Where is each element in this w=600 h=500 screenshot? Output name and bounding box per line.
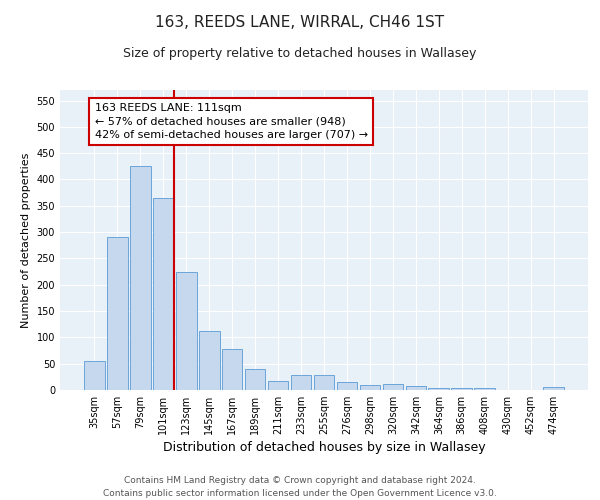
Bar <box>107 238 128 390</box>
Bar <box>451 388 472 390</box>
X-axis label: Distribution of detached houses by size in Wallasey: Distribution of detached houses by size … <box>163 442 485 454</box>
Bar <box>544 388 564 390</box>
Bar <box>130 166 151 390</box>
Bar <box>176 272 197 390</box>
Bar <box>153 198 173 390</box>
Bar <box>268 380 289 390</box>
Bar <box>383 384 403 390</box>
Bar <box>428 388 449 390</box>
Bar <box>406 386 426 390</box>
Bar <box>359 384 380 390</box>
Text: 163, REEDS LANE, WIRRAL, CH46 1ST: 163, REEDS LANE, WIRRAL, CH46 1ST <box>155 15 445 30</box>
Bar <box>84 361 104 390</box>
Text: Contains HM Land Registry data © Crown copyright and database right 2024.
Contai: Contains HM Land Registry data © Crown c… <box>103 476 497 498</box>
Bar <box>222 350 242 390</box>
Y-axis label: Number of detached properties: Number of detached properties <box>21 152 31 328</box>
Bar <box>314 374 334 390</box>
Text: 163 REEDS LANE: 111sqm
← 57% of detached houses are smaller (948)
42% of semi-de: 163 REEDS LANE: 111sqm ← 57% of detached… <box>95 103 368 140</box>
Bar <box>337 382 358 390</box>
Bar <box>475 388 495 390</box>
Bar <box>290 374 311 390</box>
Bar <box>199 330 220 390</box>
Text: Size of property relative to detached houses in Wallasey: Size of property relative to detached ho… <box>124 48 476 60</box>
Bar <box>245 369 265 390</box>
